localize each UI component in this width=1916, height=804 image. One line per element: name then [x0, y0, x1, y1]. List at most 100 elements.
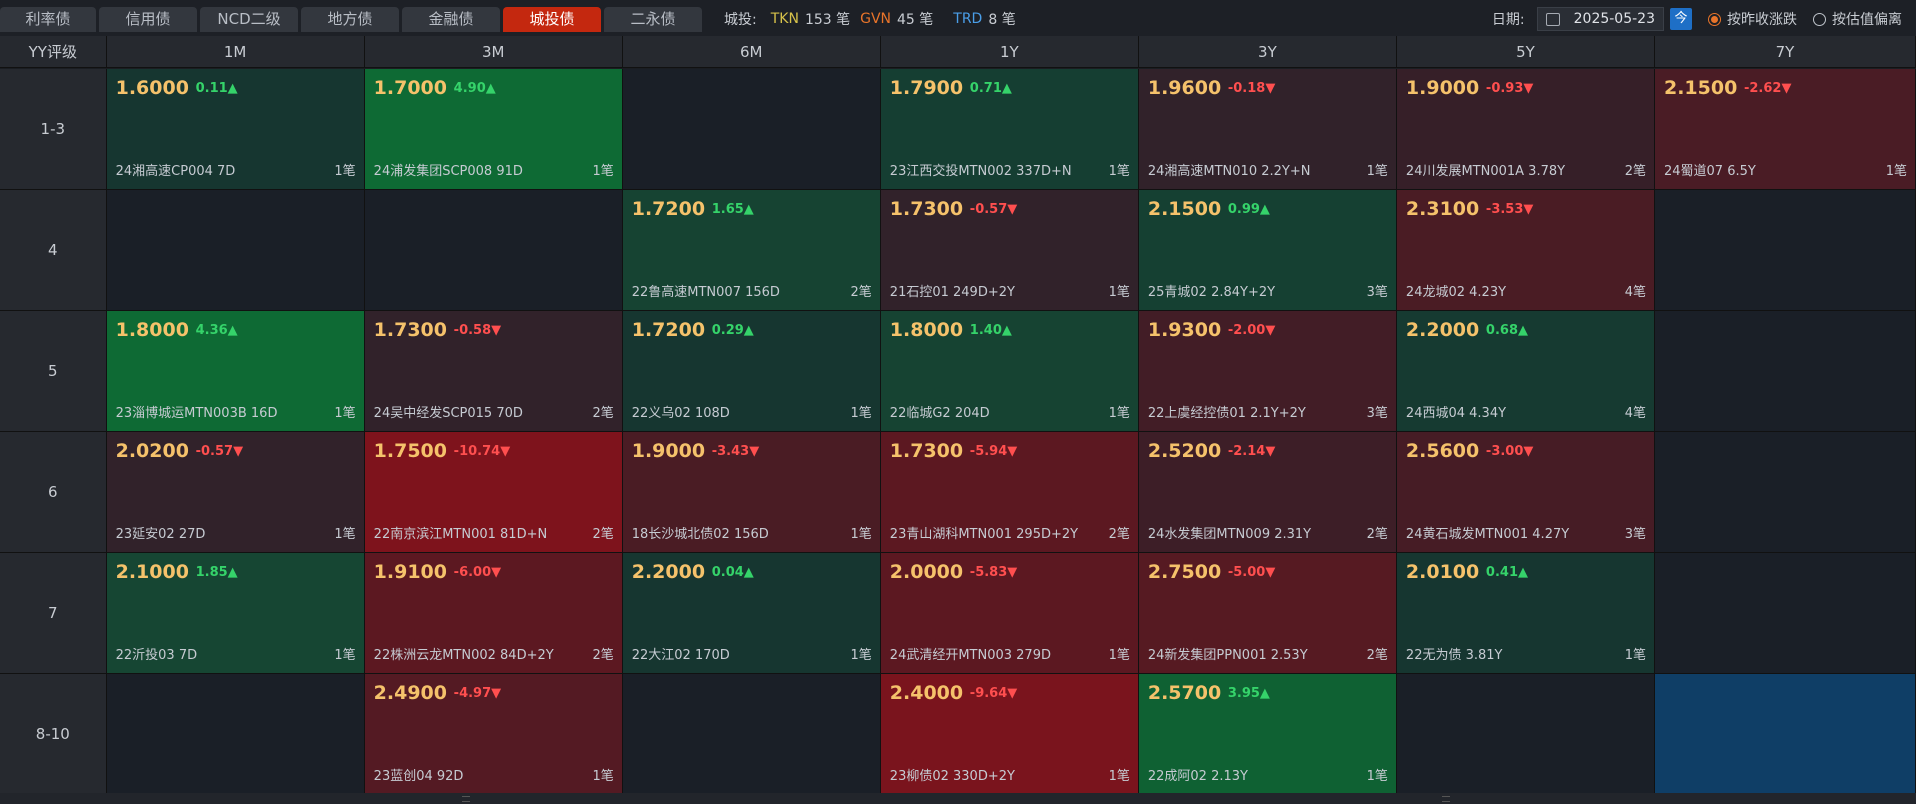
bond-yield: 2.3100	[1405, 198, 1480, 220]
bond-cell[interactable]	[1396, 674, 1655, 795]
tab-6[interactable]: 二永债	[604, 7, 702, 32]
bond-name: 22大江02 170D	[631, 648, 730, 663]
tenor-header[interactable]: 6M	[622, 36, 881, 68]
today-button[interactable]: 今	[1670, 8, 1692, 30]
bond-name: 23柳债02 330D+2Y	[889, 769, 1015, 784]
bond-cell[interactable]: 1.9300 -2.00▼ 22上虞经控债01 2.1Y+2Y 3笔	[1138, 311, 1397, 432]
bond-cell[interactable]: 2.0000 -5.83▼ 24武清经开MTN003 279D 1笔	[880, 553, 1139, 674]
bond-cell[interactable]	[1654, 190, 1916, 311]
bond-cell[interactable]: 2.5600 -3.00▼ 24黄石城发MTN001 4.27Y 3笔	[1396, 432, 1655, 553]
bond-cell[interactable]: 2.2000 0.04▲ 22大江02 170D 1笔	[622, 553, 881, 674]
bond-cell[interactable]	[1654, 311, 1916, 432]
bond-cell[interactable]: 2.1500 0.99▲ 25青城02 2.84Y+2Y 3笔	[1138, 190, 1397, 311]
category-tabs: 利率债 信用债 NCD二级 地方债 金融债 城投债 二永债	[0, 7, 705, 33]
tkn-label: TKN	[770, 11, 799, 27]
bond-cell[interactable]: 1.8000 4.36▲ 23淄博城运MTN003B 16D 1笔	[106, 311, 365, 432]
date-picker[interactable]: 2025-05-23	[1536, 7, 1664, 31]
bond-cell[interactable]: 1.9000 -3.43▼ 18长沙城北债02 156D 1笔	[622, 432, 881, 553]
trade-count: 1笔	[1108, 769, 1130, 784]
tab-0[interactable]: 利率债	[0, 7, 96, 32]
tenor-header[interactable]: 5Y	[1396, 36, 1655, 68]
rating-label: 8-10	[0, 674, 107, 795]
bond-cell[interactable]: 1.7200 0.29▲ 22义乌02 108D 1笔	[622, 311, 881, 432]
bond-yield: 2.5200	[1147, 440, 1222, 462]
tenor-header[interactable]: 1M	[106, 36, 365, 68]
yield-change: -5.00▼	[1227, 565, 1276, 580]
radio-by-valuation[interactable]: 按估值偏离	[1813, 9, 1902, 29]
bond-yield: 2.1000	[115, 561, 189, 583]
bond-cell[interactable]	[622, 69, 881, 190]
bond-cell[interactable]: 1.7500 -10.74▼ 22南京滨江MTN001 81D+N 2笔	[364, 432, 623, 553]
yield-change: 0.71▲	[969, 81, 1012, 96]
tenor-header[interactable]: 7Y	[1654, 36, 1916, 68]
bond-cell[interactable]: 2.1000 1.85▲ 22沂投03 7D 1笔	[106, 553, 365, 674]
bond-cell[interactable]: 2.0200 -0.57▼ 23延安02 27D 1笔	[106, 432, 365, 553]
bond-cell[interactable]: 1.6000 0.11▲ 24湘高速CP004 7D 1笔	[106, 69, 365, 190]
tab-4[interactable]: 金融债	[402, 7, 500, 32]
trade-count: 1笔	[1366, 769, 1388, 784]
bond-cell[interactable]	[1654, 674, 1916, 795]
bond-name: 24湘高速CP004 7D	[115, 164, 236, 179]
bond-yield: 1.7300	[889, 440, 964, 462]
bond-cell[interactable]: 2.4900 -4.97▼ 23蓝创04 92D 1笔	[364, 674, 623, 795]
radio-by-prev-close[interactable]: 按昨收涨跌	[1708, 9, 1797, 29]
bond-yield: 2.0200	[115, 440, 189, 462]
bond-cell[interactable]: 1.7200 1.65▲ 22鲁高速MTN007 156D 2笔	[622, 190, 881, 311]
splitter-handle-icon[interactable]	[462, 796, 470, 802]
bond-cell[interactable]: 1.8000 1.40▲ 22临城G2 204D 1笔	[880, 311, 1139, 432]
bond-cell[interactable]	[364, 190, 623, 311]
bond-cell[interactable]: 1.7900 0.71▲ 23江西交投MTN002 337D+N 1笔	[880, 69, 1139, 190]
yield-change: -0.18▼	[1227, 81, 1276, 96]
trade-count: 2笔	[850, 285, 872, 300]
trade-count: 1笔	[850, 648, 872, 663]
bond-cell[interactable]: 2.2000 0.68▲ 24西城04 4.34Y 4笔	[1396, 311, 1655, 432]
yield-change: 0.11▲	[195, 81, 238, 96]
trade-count: 1笔	[334, 406, 356, 421]
bond-cell[interactable]: 2.3100 -3.53▼ 24龙城02 4.23Y 4笔	[1396, 190, 1655, 311]
bond-cell[interactable]	[622, 674, 881, 795]
bond-cell[interactable]: 2.1500 -2.62▼ 24蜀道07 6.5Y 1笔	[1654, 69, 1916, 190]
tenor-header[interactable]: 1Y	[880, 36, 1139, 68]
bond-cell[interactable]	[106, 674, 365, 795]
radio-label-valuation: 按估值偏离	[1832, 12, 1902, 28]
trade-count: 2笔	[1108, 527, 1130, 542]
trade-count: 1笔	[1885, 164, 1908, 179]
bond-cell[interactable]: 2.5700 3.95▲ 22成阿02 2.13Y 1笔	[1138, 674, 1397, 795]
bond-cell[interactable]	[1654, 432, 1916, 553]
trade-count: 2笔	[592, 648, 614, 663]
bond-cell[interactable]: 2.5200 -2.14▼ 24水发集团MTN009 2.31Y 2笔	[1138, 432, 1397, 553]
bond-cell[interactable]: 1.9600 -0.18▼ 24湘高速MTN010 2.2Y+N 1笔	[1138, 69, 1397, 190]
rating-row: 4 1.7200 1.65▲ 22鲁高速MTN007 156D 2笔 1.7300 -0.5…	[0, 190, 1916, 311]
stats-label: 城投:	[724, 12, 757, 28]
bond-cell[interactable]: 1.7300 -0.57▼ 21石控01 249D+2Y 1笔	[880, 190, 1139, 311]
tab-1[interactable]: 信用债	[99, 7, 197, 32]
bond-cell[interactable]	[106, 190, 365, 311]
bond-yield: 2.0100	[1405, 561, 1480, 583]
bond-cell[interactable]: 1.7300 -0.58▼ 24吴中经发SCP015 70D 2笔	[364, 311, 623, 432]
tenor-header[interactable]: 3Y	[1138, 36, 1397, 68]
bond-cell[interactable]: 1.7000 4.90▲ 24浦发集团SCP008 91D 1笔	[364, 69, 623, 190]
trd-count: 8 笔	[988, 12, 1016, 28]
bond-cell[interactable]: 1.7300 -5.94▼ 23青山湖科MTN001 295D+2Y 2笔	[880, 432, 1139, 553]
gvn-count: 45 笔	[897, 12, 934, 28]
tab-2[interactable]: NCD二级	[200, 7, 298, 32]
bond-cell[interactable]: 1.9100 -6.00▼ 22株洲云龙MTN002 84D+2Y 2笔	[364, 553, 623, 674]
bond-cell[interactable]: 2.0100 0.41▲ 22无为债 3.81Y 1笔	[1396, 553, 1655, 674]
tab-5[interactable]: 城投债	[503, 7, 601, 32]
bond-cell[interactable]	[1654, 553, 1916, 674]
bond-cell[interactable]: 2.4000 -9.64▼ 23柳债02 330D+2Y 1笔	[880, 674, 1139, 795]
bond-cell[interactable]: 2.7500 -5.00▼ 24新发集团PPN001 2.53Y 2笔	[1138, 553, 1397, 674]
yield-change: -4.97▼	[453, 686, 502, 701]
splitter-handle-icon[interactable]	[1442, 796, 1450, 802]
tab-3[interactable]: 地方债	[301, 7, 399, 32]
yield-change: 4.90▲	[453, 81, 496, 96]
tenor-header[interactable]: 3M	[364, 36, 623, 68]
bond-name: 22临城G2 204D	[889, 406, 990, 421]
yield-change: -6.00▼	[453, 565, 502, 580]
yield-change: 1.85▲	[195, 565, 238, 580]
bond-name: 23江西交投MTN002 337D+N	[889, 164, 1072, 179]
calendar-icon	[1545, 12, 1560, 26]
yield-change: -9.64▼	[969, 686, 1018, 701]
bond-cell[interactable]: 1.9000 -0.93▼ 24川发展MTN001A 3.78Y 2笔	[1396, 69, 1655, 190]
horizontal-scrollbar[interactable]	[0, 793, 1916, 804]
